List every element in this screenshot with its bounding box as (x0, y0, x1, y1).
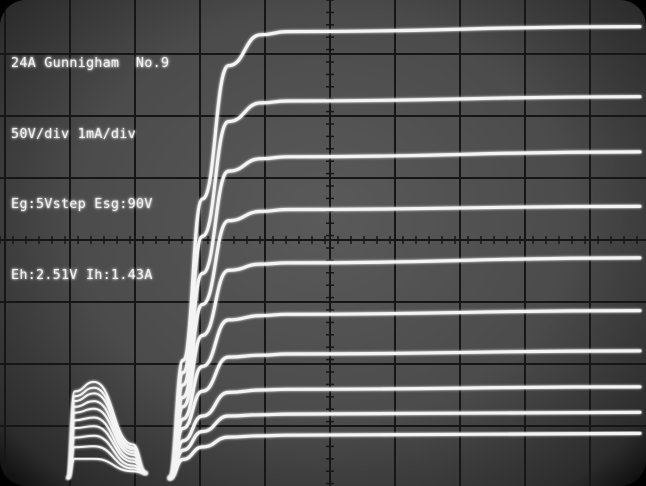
readout-title: 24A Gunnigham No.9 (11, 55, 170, 71)
plate-current-curve (168, 204, 642, 480)
plate-current-curve (168, 95, 642, 480)
readout-grid-settings: Eg:5Vstep Esg:90V (11, 196, 153, 212)
plate-current-curve (168, 25, 642, 480)
low-voltage-curve (67, 445, 147, 479)
plate-current-curve (168, 349, 642, 480)
plate-current-curve (168, 150, 642, 480)
low-voltage-curve (67, 434, 147, 479)
readout-scale: 50V/div 1mA/div (11, 125, 136, 142)
plate-current-curve (168, 431, 642, 480)
plate-current-curve (168, 410, 642, 480)
low-voltage-curve (67, 380, 147, 479)
plate-current-curve (168, 256, 642, 480)
readout-text-block: 24A Gunnigham No.9 50V/div 1mA/div Eg:5V… (11, 5, 169, 334)
low-voltage-curve (67, 425, 147, 479)
plate-current-curve (168, 309, 642, 480)
low-voltage-curve (67, 457, 147, 479)
plate-current-curve (168, 385, 642, 480)
readout-heater-settings: Eh:2.51V Ih:1.43A (11, 266, 153, 283)
